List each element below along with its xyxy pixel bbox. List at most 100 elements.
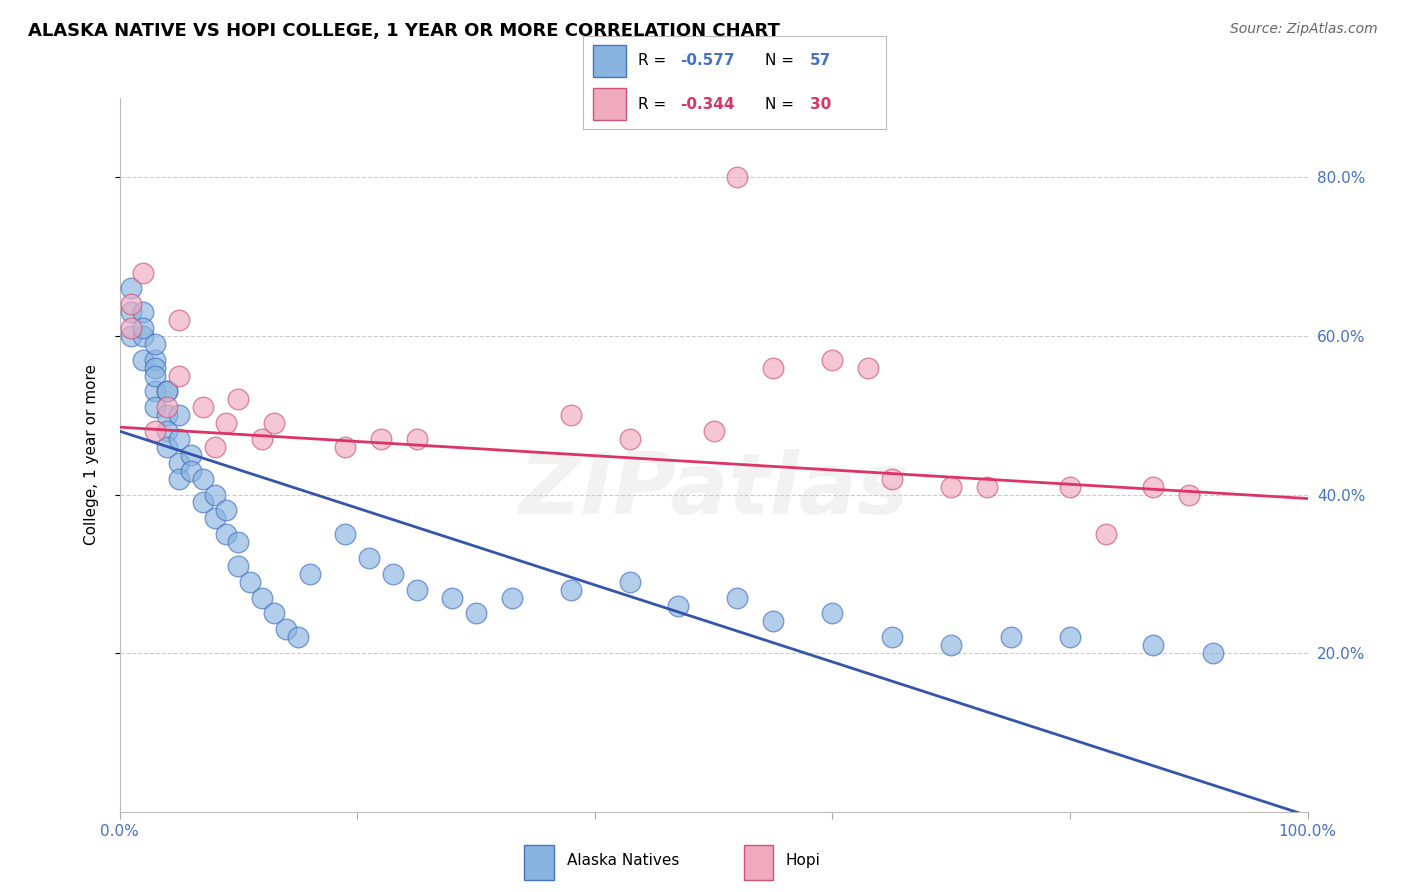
Point: [215, 503, 238, 517]
Point: [132, 266, 155, 280]
Point: [191, 495, 214, 509]
Point: [156, 409, 179, 423]
Point: [143, 337, 166, 351]
Point: [228, 558, 250, 573]
Point: [939, 480, 962, 494]
Point: [335, 440, 357, 454]
Point: [239, 574, 262, 589]
Text: N =: N =: [765, 96, 799, 112]
Point: [560, 582, 582, 597]
Point: [143, 401, 166, 415]
Point: [180, 448, 202, 462]
Point: [274, 623, 297, 637]
Point: [156, 424, 179, 438]
Point: [132, 352, 155, 367]
Point: [464, 607, 488, 621]
Point: [156, 384, 179, 399]
Point: [762, 615, 785, 629]
Text: R =: R =: [638, 54, 671, 69]
Bar: [744, 845, 773, 880]
Point: [976, 480, 998, 494]
Point: [143, 368, 166, 383]
Text: ZIPatlas: ZIPatlas: [519, 449, 908, 533]
Point: [167, 368, 190, 383]
Point: [501, 591, 523, 605]
Point: [167, 432, 190, 446]
Point: [191, 401, 214, 415]
Point: [167, 313, 190, 327]
Text: -0.344: -0.344: [681, 96, 735, 112]
Point: [143, 352, 166, 367]
Point: [167, 456, 190, 470]
Point: [215, 416, 238, 430]
Point: [357, 551, 380, 566]
Point: [143, 360, 166, 375]
Point: [228, 535, 250, 549]
Point: [298, 566, 321, 581]
Point: [821, 607, 844, 621]
Point: [702, 424, 725, 438]
Point: [381, 566, 404, 581]
Point: [1142, 638, 1164, 652]
Point: [204, 511, 226, 525]
Point: [405, 582, 427, 597]
Y-axis label: College, 1 year or more: College, 1 year or more: [84, 365, 98, 545]
Text: Alaska Natives: Alaska Natives: [567, 854, 679, 868]
Point: [880, 472, 903, 486]
Point: [263, 607, 285, 621]
Bar: [524, 845, 554, 880]
Point: [1059, 630, 1081, 644]
Text: -0.577: -0.577: [681, 54, 735, 69]
Bar: [592, 88, 626, 120]
Point: [821, 352, 844, 367]
Point: [132, 329, 155, 343]
Point: [191, 472, 214, 486]
Point: [143, 384, 166, 399]
Point: [120, 297, 142, 311]
Text: N =: N =: [765, 54, 799, 69]
Point: [1094, 527, 1116, 541]
Point: [215, 527, 238, 541]
Point: [1000, 630, 1022, 644]
Point: [880, 630, 903, 644]
Point: [856, 360, 879, 375]
Point: [156, 401, 179, 415]
Point: [619, 574, 641, 589]
Point: [156, 440, 179, 454]
Point: [370, 432, 392, 446]
Point: [167, 472, 190, 486]
Point: [204, 487, 226, 501]
Text: R =: R =: [638, 96, 671, 112]
Point: [120, 281, 142, 295]
Point: [287, 630, 309, 644]
Point: [132, 305, 155, 319]
Point: [335, 527, 357, 541]
Text: 57: 57: [810, 54, 831, 69]
Point: [1178, 487, 1201, 501]
Point: [725, 591, 748, 605]
Point: [228, 392, 250, 407]
Bar: [592, 45, 626, 77]
Point: [666, 599, 689, 613]
Point: [250, 432, 273, 446]
Text: ALASKA NATIVE VS HOPI COLLEGE, 1 YEAR OR MORE CORRELATION CHART: ALASKA NATIVE VS HOPI COLLEGE, 1 YEAR OR…: [28, 22, 780, 40]
Point: [120, 305, 142, 319]
Point: [1201, 646, 1223, 660]
Text: Hopi: Hopi: [786, 854, 821, 868]
Point: [180, 464, 202, 478]
Point: [619, 432, 641, 446]
Point: [143, 424, 166, 438]
Point: [132, 321, 155, 335]
Point: [1142, 480, 1164, 494]
Text: 30: 30: [810, 96, 831, 112]
Point: [167, 409, 190, 423]
Point: [939, 638, 962, 652]
Point: [204, 440, 226, 454]
Point: [405, 432, 427, 446]
Point: [1059, 480, 1081, 494]
Point: [441, 591, 464, 605]
Point: [263, 416, 285, 430]
Point: [560, 409, 582, 423]
Point: [120, 329, 142, 343]
Point: [250, 591, 273, 605]
